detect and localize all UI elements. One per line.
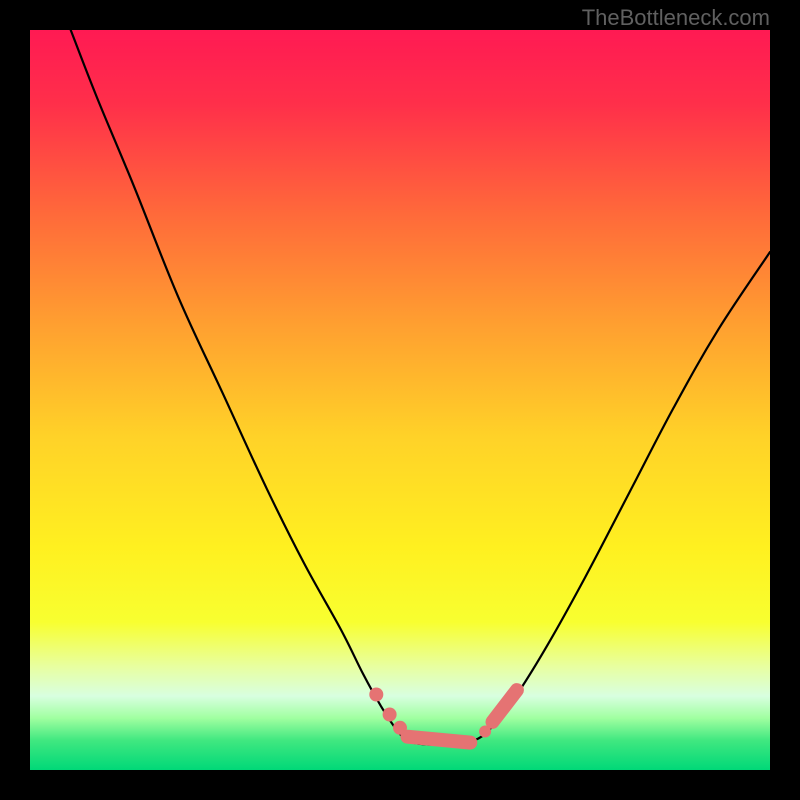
bottleneck-curve (71, 30, 770, 745)
chart-overlay (0, 0, 800, 800)
watermark-text: TheBottleneck.com (582, 5, 770, 31)
data-markers (369, 688, 517, 743)
data-range (493, 690, 517, 722)
data-point (369, 688, 383, 702)
bottleneck-chart: TheBottleneck.com (0, 0, 800, 800)
data-range (407, 737, 470, 743)
data-point (383, 708, 397, 722)
